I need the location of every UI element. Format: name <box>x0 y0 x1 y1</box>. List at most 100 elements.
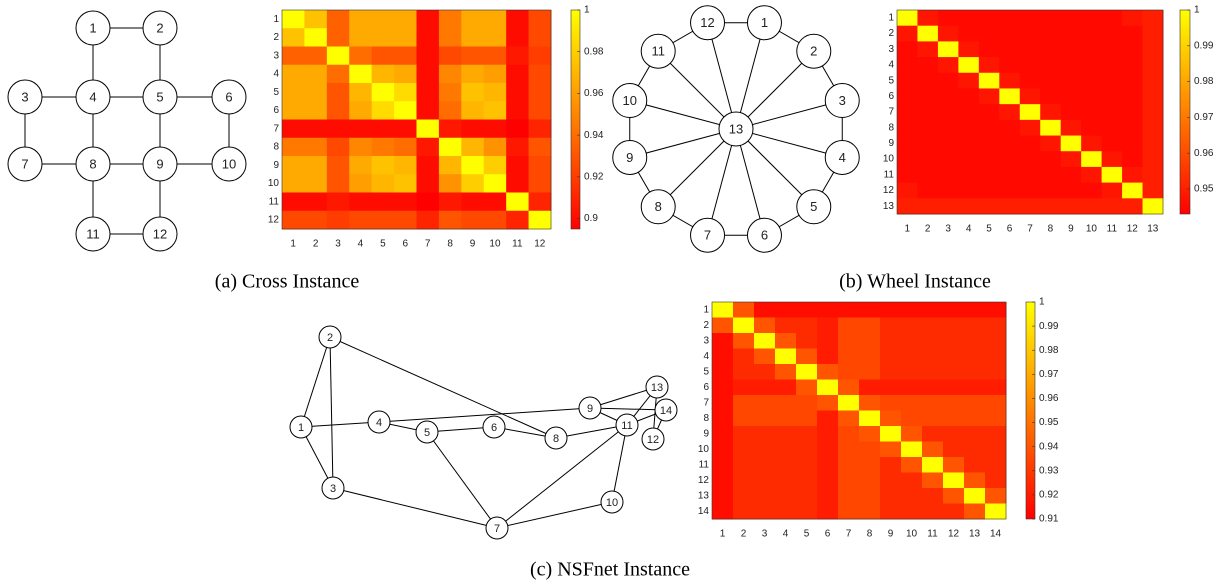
heatmap-cell <box>733 317 755 334</box>
heatmap-cell <box>964 503 986 520</box>
heatmap-cell <box>897 119 918 137</box>
heatmap-cell <box>416 28 440 47</box>
heatmap-cell <box>964 348 986 365</box>
heatmap-cell <box>416 64 440 84</box>
heatmap-cell <box>943 364 965 380</box>
y-tick-label: 7 <box>703 397 709 408</box>
node <box>482 415 506 439</box>
heatmap-cell <box>349 46 373 66</box>
x-tick-label: 3 <box>335 239 341 250</box>
heatmap-cell <box>917 41 939 58</box>
heatmap-cell <box>1101 10 1123 27</box>
heatmap-cell <box>712 457 734 473</box>
heatmap-cell <box>1040 166 1062 184</box>
heatmap-cell <box>880 302 902 318</box>
heatmap-cell <box>1019 10 1041 27</box>
node <box>75 146 111 182</box>
heatmap-cell <box>859 317 881 334</box>
node <box>690 217 726 253</box>
heatmap-cell <box>897 10 918 27</box>
y-tick-label: 12 <box>883 185 895 196</box>
heatmap-cell <box>394 28 417 47</box>
heatmap-cell <box>1060 25 1082 42</box>
heatmap-cell <box>880 379 902 396</box>
heatmap-cell <box>528 101 552 120</box>
heatmap-cell <box>282 174 305 193</box>
edge <box>707 22 737 130</box>
heatmap-cell <box>304 83 328 102</box>
heatmap-cell <box>775 472 797 489</box>
heatmap-cell <box>1040 198 1062 215</box>
heatmap-cell <box>897 135 918 152</box>
heatmap-cell <box>922 488 944 504</box>
heatmap-cell <box>461 10 485 29</box>
edge <box>378 407 591 423</box>
edge <box>735 50 815 130</box>
heatmap-cell <box>506 119 530 139</box>
heatmap-cell <box>838 333 860 349</box>
x-tick-label: 10 <box>489 239 501 250</box>
heatmap-cell <box>985 441 1007 458</box>
heatmap-cell <box>326 174 350 193</box>
heatmap-cell <box>1081 10 1103 27</box>
heatmap-cell <box>937 104 959 121</box>
node <box>640 33 676 69</box>
heatmap-cell <box>775 503 797 520</box>
x-tick-label: 2 <box>925 224 931 235</box>
heatmap-cell <box>349 174 373 193</box>
y-tick-label: 1 <box>273 14 279 25</box>
node-label: 11 <box>86 226 100 241</box>
colorbar-tick-label: 0.98 <box>1194 76 1214 87</box>
heatmap-cell <box>985 379 1007 396</box>
edge <box>426 431 498 529</box>
heatmap-cell <box>754 348 776 365</box>
heatmap-cell <box>1101 135 1123 152</box>
heatmap-cell <box>922 457 944 473</box>
edge <box>735 128 765 236</box>
x-tick-label: 3 <box>945 224 951 235</box>
heatmap-cell <box>371 10 395 29</box>
heatmap-cell <box>796 457 818 473</box>
x-tick-label: 7 <box>1027 224 1033 235</box>
node <box>7 146 43 182</box>
node <box>645 375 669 399</box>
x-tick-label: 9 <box>1068 224 1074 235</box>
colorbar-tick-label: 0.92 <box>1039 490 1059 501</box>
x-tick-label: 8 <box>1048 224 1054 235</box>
heatmap-cell <box>922 302 944 318</box>
heatmap-cell <box>978 57 1000 74</box>
heatmap-cell <box>838 503 860 520</box>
heatmap-cell <box>958 198 980 215</box>
heatmap-cell <box>922 317 944 334</box>
heatmap-cell <box>1122 41 1144 58</box>
heatmap-cell <box>438 156 462 175</box>
heatmap-cell <box>901 302 923 318</box>
heatmap-cell <box>943 333 965 349</box>
heatmap-cell <box>528 28 552 47</box>
heatmap-cell <box>1040 72 1062 89</box>
heatmap-cell <box>483 10 507 29</box>
x-tick-label: 5 <box>804 529 810 540</box>
heatmap-cell <box>796 379 818 396</box>
node-label: 4 <box>89 89 96 104</box>
heatmap-cell <box>528 156 552 175</box>
heatmap-cell <box>1019 119 1041 137</box>
heatmap-cell <box>1081 57 1103 74</box>
node-label: 7 <box>494 523 500 535</box>
heatmap-cell <box>733 379 755 396</box>
heatmap-cell <box>1081 41 1103 58</box>
heatmap-cell <box>859 379 881 396</box>
heatmap-cell <box>985 317 1007 334</box>
heatmap-cell <box>943 317 965 334</box>
heatmap-cell <box>282 101 305 120</box>
x-tick-label: 11 <box>1107 224 1118 235</box>
heatmap-cell <box>978 198 1000 215</box>
y-tick-label: 9 <box>273 160 279 171</box>
heatmap-cell <box>733 302 755 318</box>
heatmap-cell <box>985 302 1007 318</box>
heatmap-cell <box>1122 10 1144 27</box>
heatmap-cell <box>775 302 797 318</box>
node-label: 11 <box>621 420 632 432</box>
heatmap-cell <box>326 119 350 139</box>
heatmap-cell <box>1101 151 1123 168</box>
